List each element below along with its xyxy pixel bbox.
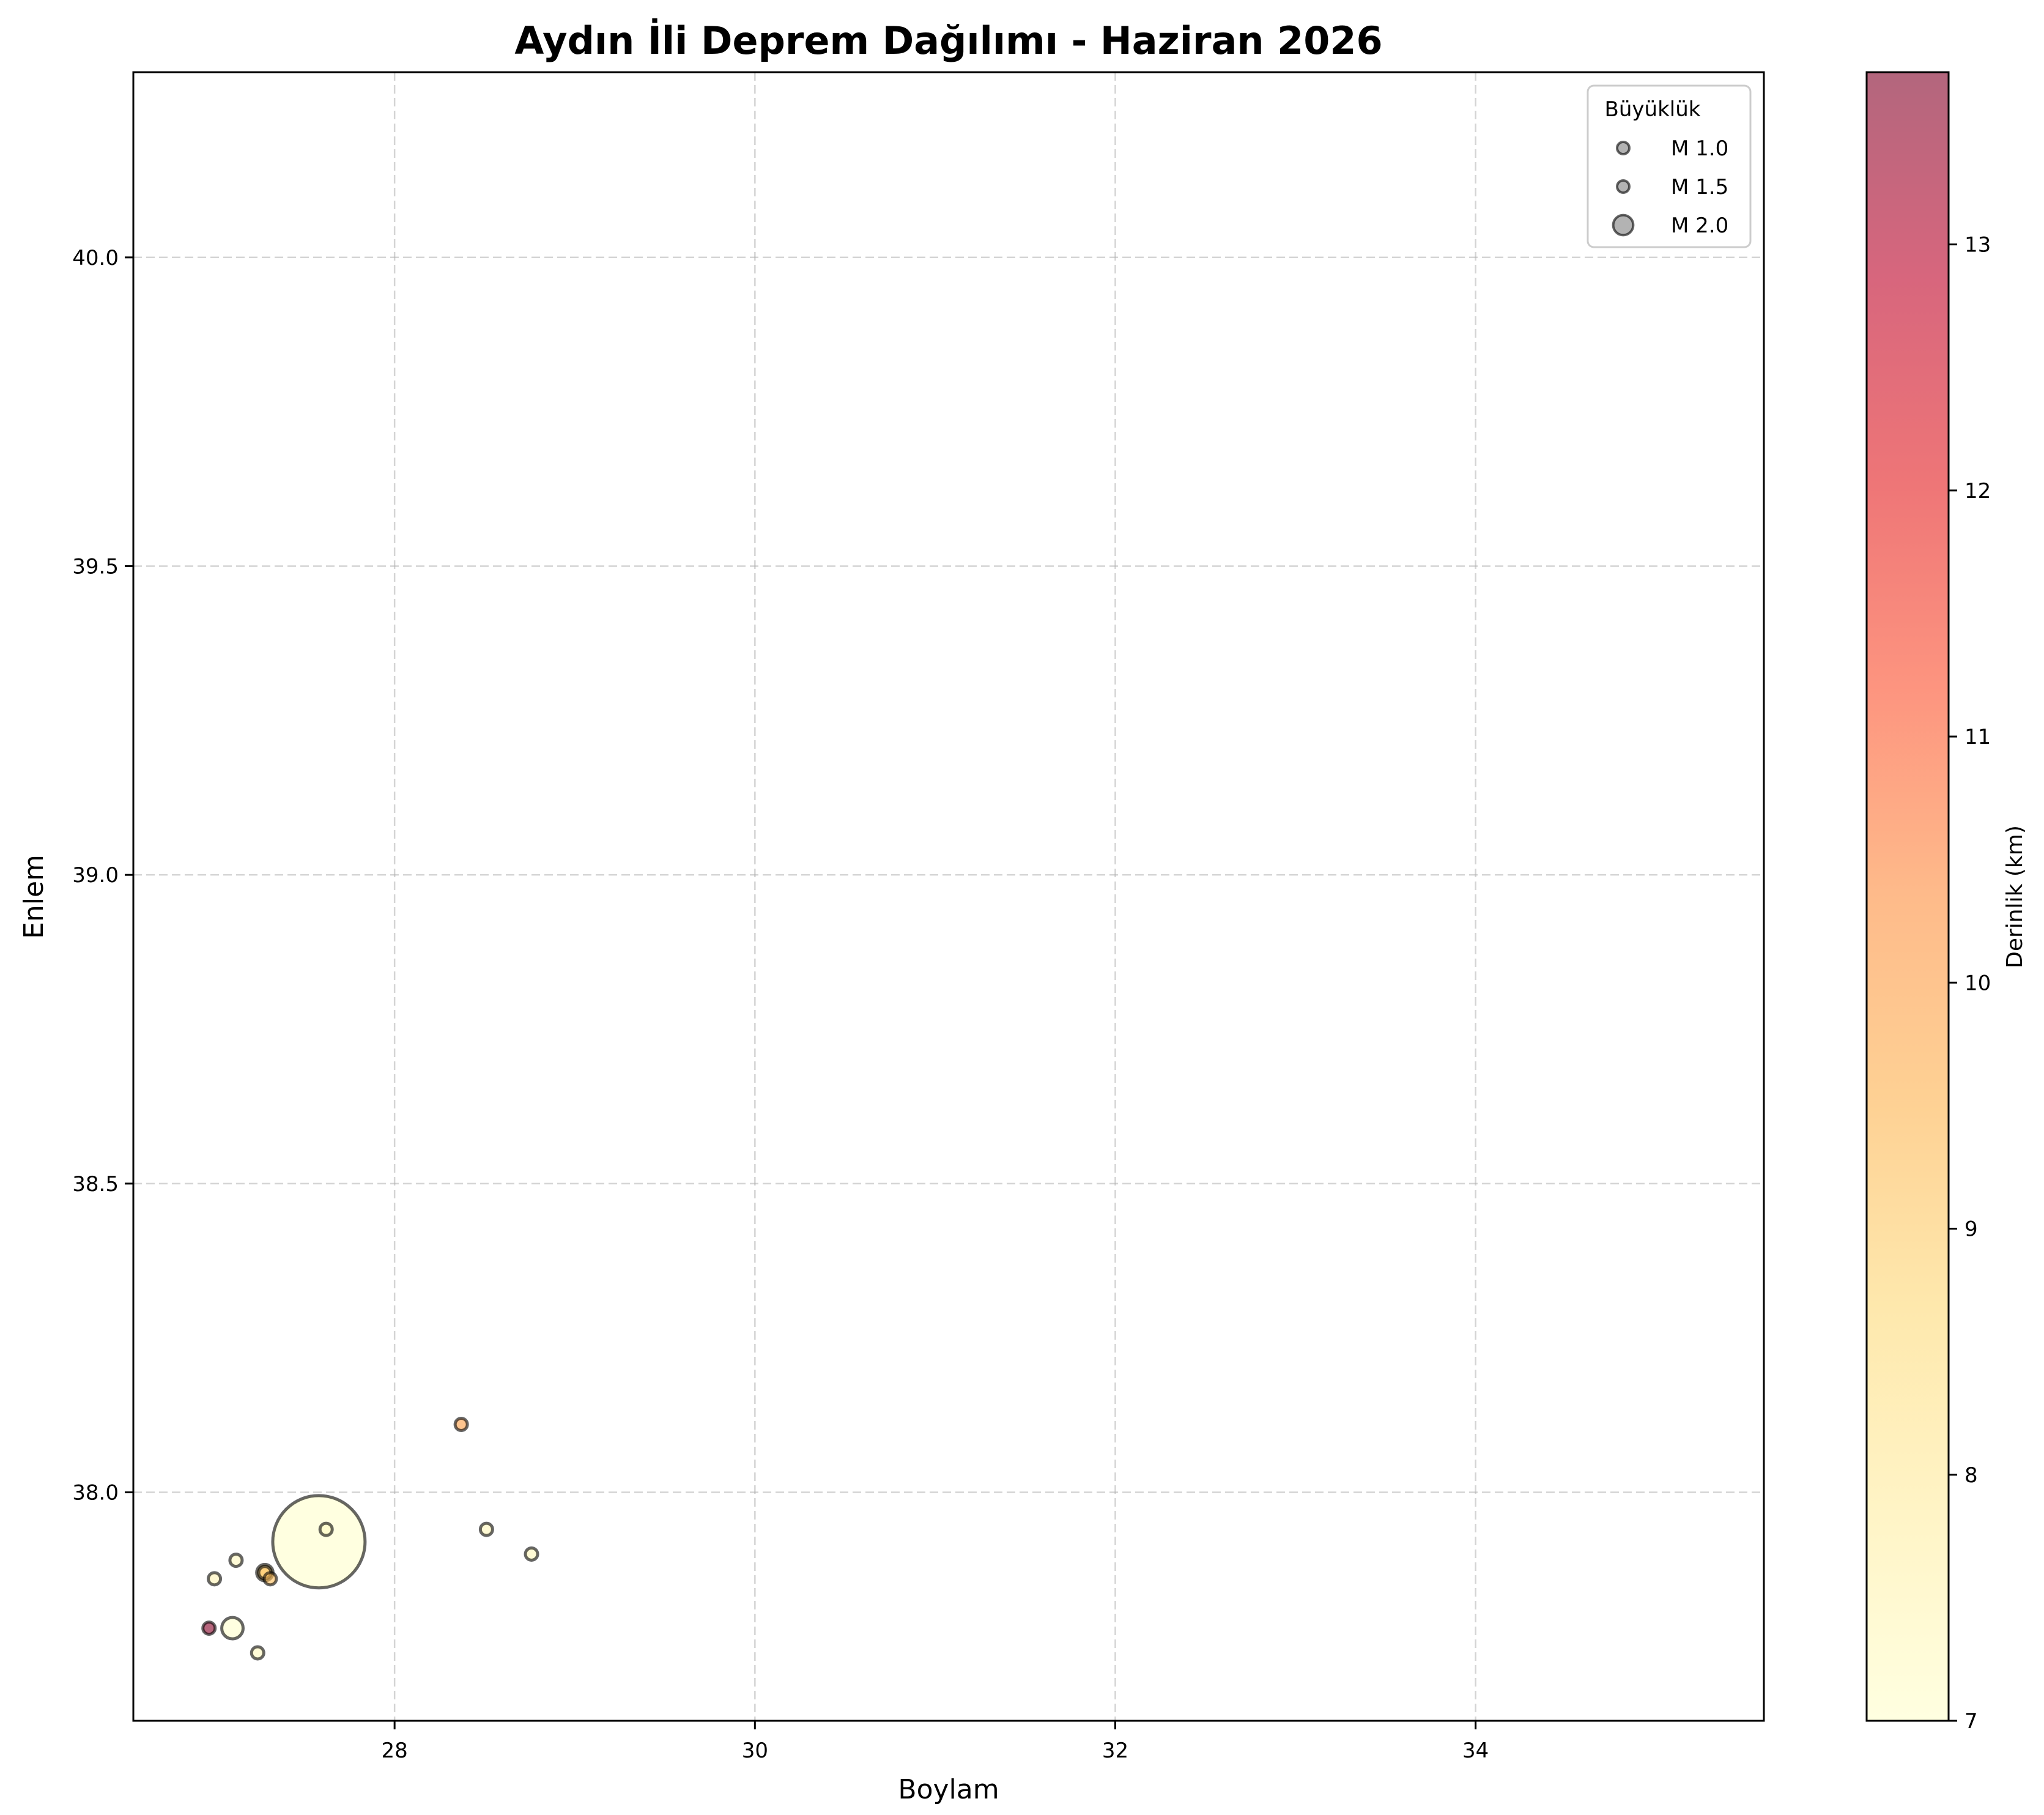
scatter-points: [201, 1417, 539, 1661]
colorbar-label: Derinlik (km): [2002, 825, 2027, 968]
y-tick-label: 38.5: [72, 1172, 119, 1197]
x-tick-label: 34: [1462, 1739, 1489, 1763]
legend-marker: [1612, 213, 1635, 237]
legend-marker: [1616, 141, 1631, 155]
x-axis-ticks: 28 30 32 34: [382, 1721, 1489, 1763]
size-legend: Büyüklük M 1.0 M 1.5 M 2.0: [1587, 84, 1752, 248]
colorbar-tick-label: 10: [1964, 971, 1991, 995]
legend-label: M 2.0: [1671, 213, 1728, 238]
x-axis-label: Boylam: [898, 1774, 999, 1805]
y-axis-label: Enlem: [18, 855, 50, 939]
x-tick-label: 30: [742, 1739, 768, 1763]
plot-area: 28 30 32 34 38.0 38.5 39.0 39.5 40.0: [72, 71, 1765, 1763]
y-axis-ticks: 38.0 38.5 39.0 39.5 40.0: [72, 246, 133, 1505]
legend-entries: M 1.0 M 1.5 M 2.0: [1612, 136, 1728, 238]
colorbar-tick-label: 7: [1964, 1709, 1978, 1734]
y-tick-label: 39.0: [72, 863, 119, 888]
plot-background: [133, 72, 1764, 1721]
colorbar-tick-label: 13: [1964, 233, 1991, 258]
colorbar-tick-label: 11: [1964, 725, 1991, 749]
chart-title: Aydın İli Deprem Dağılımı - Haziran 2026: [514, 18, 1382, 63]
y-tick-label: 39.5: [72, 554, 119, 579]
earthquake-point: [524, 1546, 539, 1562]
colorbar-ticks: 7 8 9 10 11 12 13: [1949, 233, 1991, 1734]
earthquake-point: [453, 1417, 469, 1433]
colorbar-frame: [1865, 71, 1950, 1722]
earthquake-point: [228, 1553, 244, 1568]
earthquake-point: [207, 1571, 223, 1587]
y-tick-label: 40.0: [72, 246, 119, 270]
earthquake-point: [250, 1645, 265, 1661]
earthquake-point: [271, 1494, 367, 1590]
x-tick-label: 28: [382, 1739, 408, 1763]
earthquake-point: [220, 1616, 245, 1641]
y-tick-label: 38.0: [72, 1481, 119, 1505]
colorbar-tick-label: 12: [1964, 479, 1991, 503]
legend-label: M 1.0: [1671, 136, 1728, 161]
colorbar-tick-label: 9: [1964, 1217, 1978, 1242]
legend-marker: [1616, 179, 1631, 194]
earthquake-point: [201, 1620, 217, 1636]
legend-label: M 1.5: [1671, 175, 1728, 199]
legend-frame: [1587, 84, 1752, 248]
grid-lines: [133, 72, 1764, 1721]
earthquake-point: [262, 1571, 278, 1587]
legend-title: Büyüklük: [1605, 97, 1701, 122]
earthquake-point: [478, 1521, 494, 1537]
earthquake-point: [318, 1521, 334, 1537]
x-tick-label: 32: [1102, 1739, 1128, 1763]
colorbar-tick-label: 8: [1964, 1463, 1978, 1488]
depth-colorbar: 7 8 9 10 11 12 13 Derinlik (km): [1865, 71, 2027, 1734]
plot-frame: [132, 71, 1765, 1722]
colorbar-gradient: [1867, 72, 1949, 1721]
